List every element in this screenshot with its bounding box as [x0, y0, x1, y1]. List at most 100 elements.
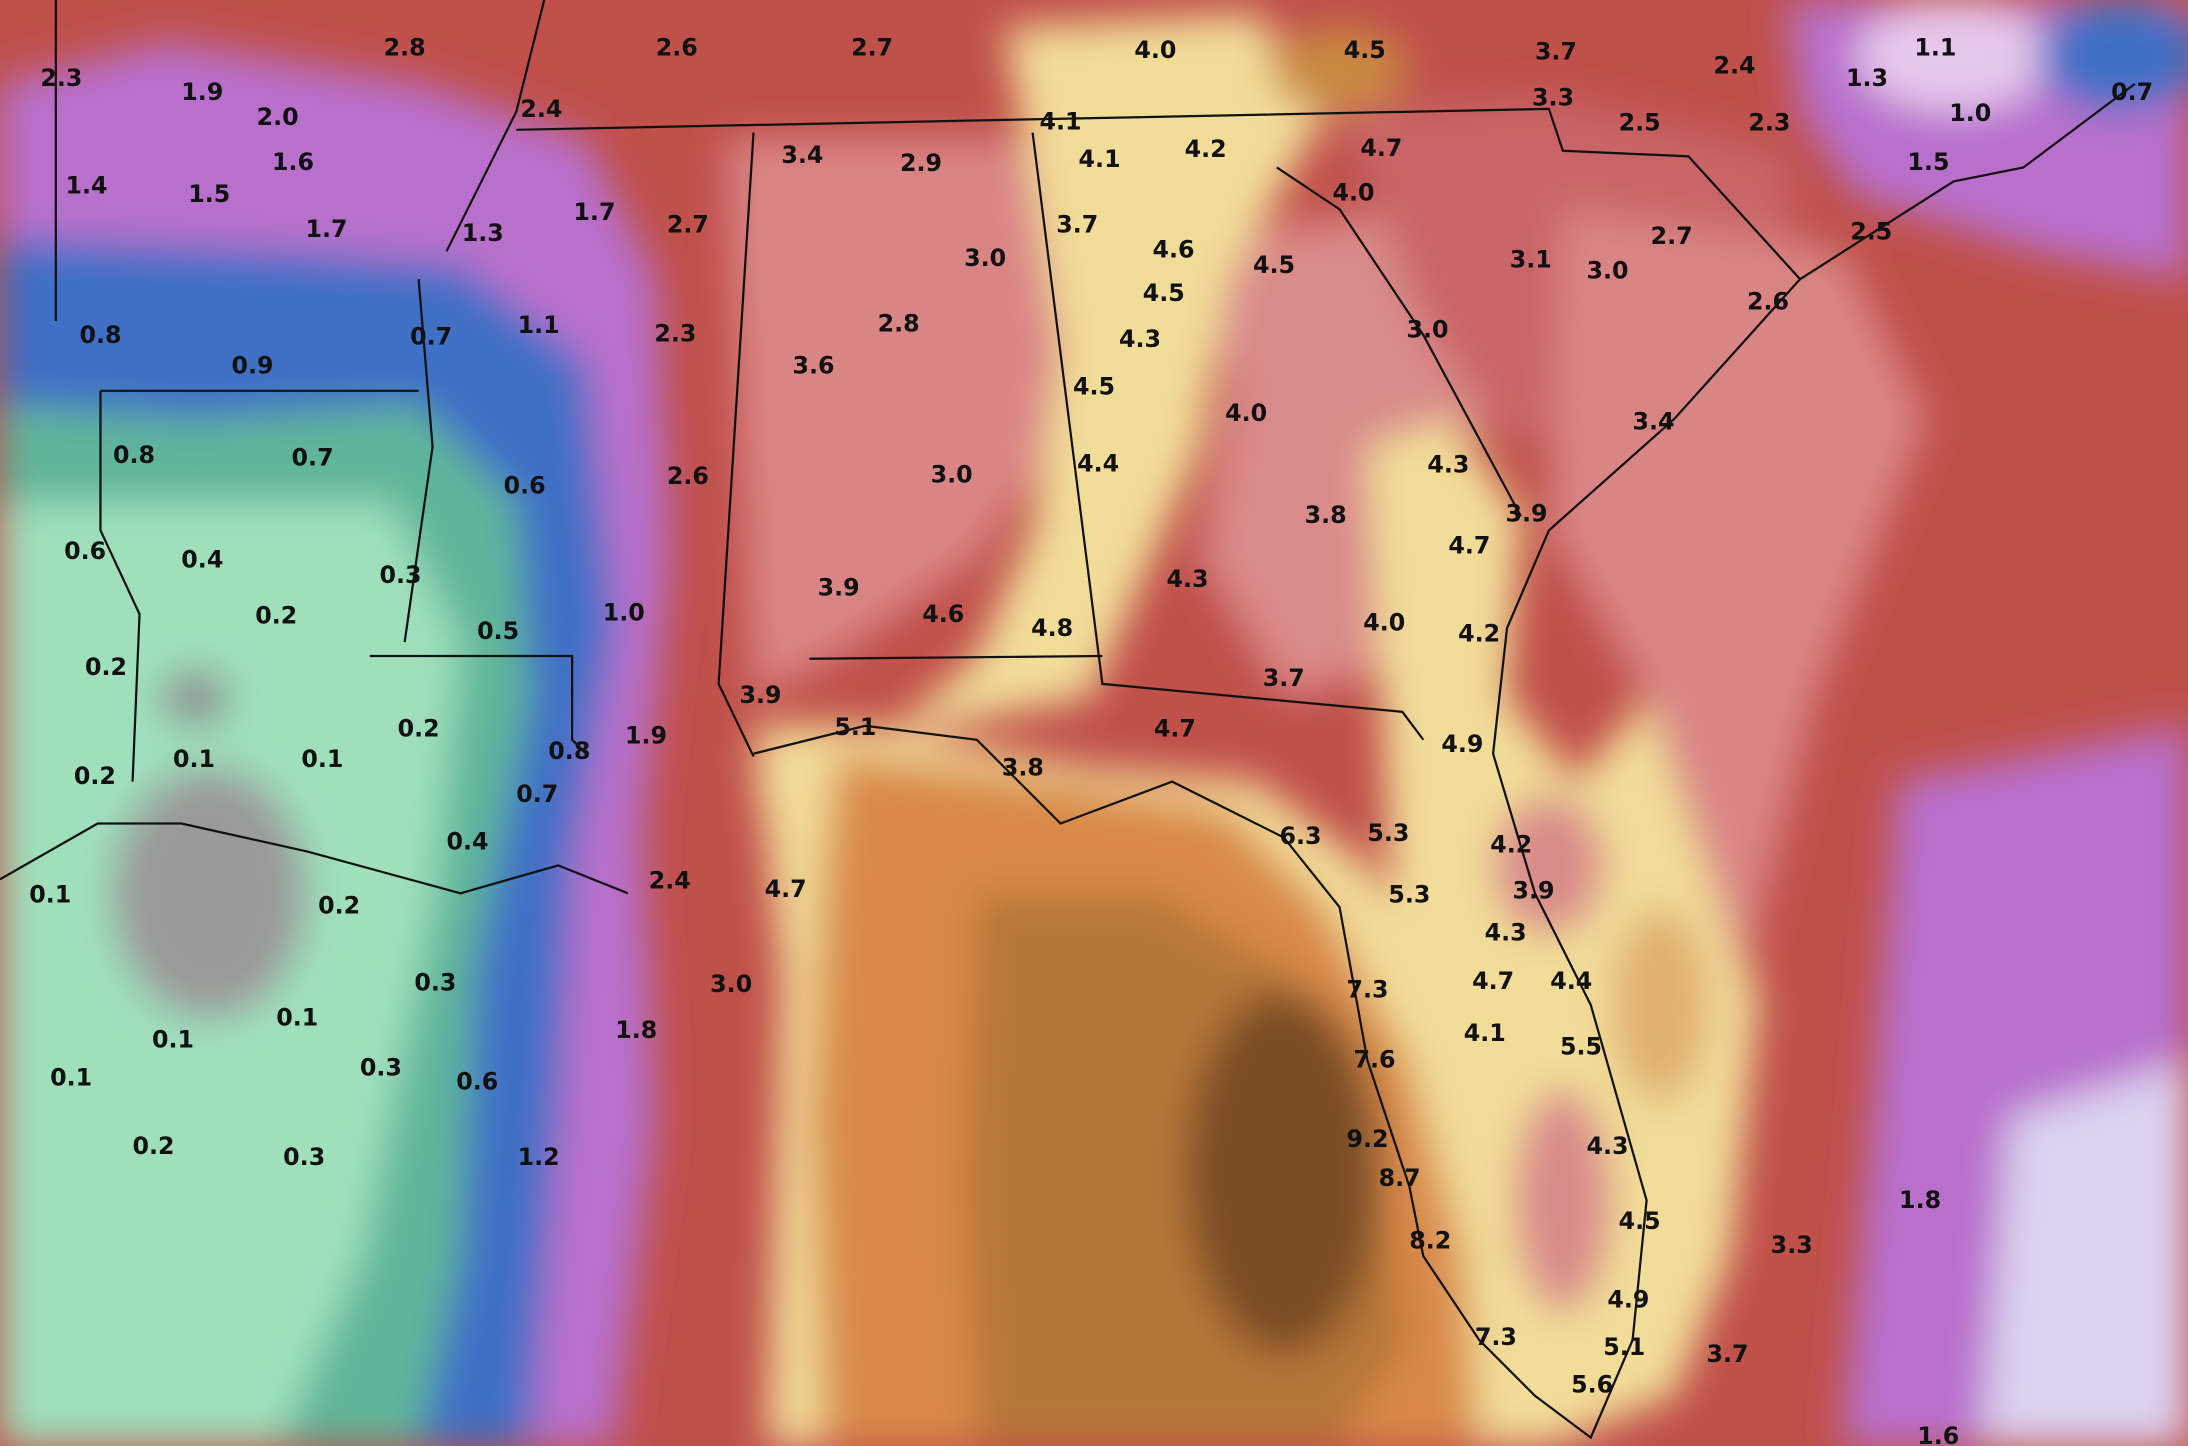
precip-label: 3.9 [739, 681, 781, 709]
precip-label: 0.9 [232, 352, 274, 380]
precip-label: 3.9 [818, 574, 860, 602]
precip-label: 1.9 [625, 721, 667, 749]
precip-label: 4.4 [1077, 449, 1119, 477]
precip-label: 5.1 [834, 713, 876, 741]
precip-label: 0.1 [50, 1063, 92, 1091]
precip-label: 4.4 [1550, 967, 1592, 995]
precip-label: 3.7 [1263, 664, 1305, 692]
precip-label: 4.1 [1079, 145, 1121, 173]
precip-label: 0.2 [398, 714, 440, 742]
precip-label: 1.1 [518, 311, 560, 339]
precip-label: 2.7 [1651, 222, 1693, 250]
precip-label: 0.1 [173, 745, 215, 773]
precip-label: 2.9 [900, 149, 942, 177]
precip-label: 4.2 [1458, 620, 1500, 648]
precip-label: 3.1 [1510, 246, 1552, 274]
precip-label: 3.0 [964, 244, 1006, 272]
precip-label: 3.0 [931, 460, 973, 488]
precip-label: 9.2 [1346, 1125, 1388, 1153]
precip-label: 2.5 [1619, 109, 1661, 137]
precip-label: 0.8 [548, 737, 590, 765]
precip-label: 8.7 [1379, 1164, 1421, 1192]
precip-label: 3.9 [1506, 500, 1548, 528]
precip-label: 1.9 [181, 78, 223, 106]
precip-label: 2.4 [520, 95, 562, 123]
precip-label: 1.5 [1907, 148, 1949, 176]
precip-label: 0.1 [29, 881, 71, 909]
precip-label: 0.7 [2111, 78, 2153, 106]
precip-label: 2.6 [1747, 287, 1789, 315]
precip-label: 3.7 [1707, 1340, 1749, 1368]
precip-label: 4.6 [1153, 236, 1195, 264]
precip-label: 1.7 [573, 198, 615, 226]
precip-label: 1.5 [188, 180, 230, 208]
precip-label: 7.3 [1346, 975, 1388, 1003]
precip-label: 4.7 [1360, 134, 1402, 162]
precip-label: 0.5 [477, 617, 519, 645]
precip-label: 5.3 [1388, 881, 1430, 909]
precip-label: 4.1 [1039, 107, 1081, 135]
precip-label: 2.0 [257, 103, 299, 131]
precip-label: 0.2 [318, 892, 360, 920]
precip-label: 4.5 [1619, 1207, 1661, 1235]
precip-label: 3.3 [1532, 84, 1574, 112]
precip-label: 4.9 [1607, 1285, 1649, 1313]
precip-label: 4.5 [1344, 36, 1386, 64]
precip-label: 0.6 [504, 472, 546, 500]
precip-label: 2.8 [878, 310, 920, 338]
precip-label: 0.8 [79, 321, 121, 349]
precip-label: 3.7 [1535, 38, 1577, 66]
precip-label: 2.8 [384, 33, 426, 61]
precip-label: 4.8 [1031, 614, 1073, 642]
precip-label: 4.0 [1225, 399, 1267, 427]
precip-label: 1.8 [1899, 1186, 1941, 1214]
precip-label: 0.2 [255, 601, 297, 629]
precip-label: 4.3 [1119, 325, 1161, 353]
precip-label: 4.6 [922, 600, 964, 628]
precip-label: 1.4 [66, 172, 108, 200]
precip-label: 3.9 [1513, 876, 1555, 904]
precip-label: 0.1 [301, 745, 343, 773]
precip-label: 0.3 [379, 561, 421, 589]
precip-label: 3.4 [781, 141, 823, 169]
precip-label: 1.6 [1917, 1422, 1959, 1446]
precip-label: 1.2 [518, 1143, 560, 1171]
precip-label: 4.7 [1448, 532, 1490, 560]
precip-label: 4.7 [1154, 714, 1196, 742]
precip-label: 4.3 [1586, 1132, 1628, 1160]
precip-label: 3.6 [793, 352, 835, 380]
precip-label: 1.3 [1846, 64, 1888, 92]
precip-label: 3.0 [710, 970, 752, 998]
precip-label: 0.7 [410, 322, 452, 350]
precip-label: 0.7 [292, 444, 334, 472]
precip-label: 0.2 [85, 653, 127, 681]
precip-label: 1.0 [603, 599, 645, 627]
precip-label: 2.6 [667, 462, 709, 490]
precip-label: 0.2 [132, 1132, 174, 1160]
precip-label: 1.8 [615, 1016, 657, 1044]
precip-label: 4.0 [1333, 179, 1375, 207]
value-labels: 2.3 2.8 2.6 2.7 4.0 4.5 3.7 2.4 1.3 1.1 0.7 1.9 2.0 2… [29, 33, 2153, 1446]
precip-label: 0.6 [64, 537, 106, 565]
precip-label: 0.1 [276, 1003, 318, 1031]
precip-label: 2.3 [1748, 109, 1790, 137]
precip-label: 4.9 [1441, 730, 1483, 758]
precip-label: 0.4 [181, 546, 223, 574]
precip-label: 2.4 [1713, 51, 1755, 79]
precip-label: 2.6 [656, 33, 698, 61]
precip-label: 4.0 [1363, 608, 1405, 636]
precip-label: 5.3 [1367, 819, 1409, 847]
precip-label: 1.1 [1914, 33, 1956, 61]
precip-label: 4.5 [1143, 279, 1185, 307]
precip-label: 4.7 [1472, 967, 1514, 995]
precip-label: 2.3 [40, 64, 82, 92]
precip-label: 7.6 [1353, 1045, 1395, 1073]
precip-label: 0.1 [152, 1026, 194, 1054]
precip-label: 3.7 [1056, 211, 1098, 239]
precip-label: 4.1 [1464, 1019, 1506, 1047]
precip-label: 5.6 [1571, 1370, 1613, 1398]
precip-label: 6.3 [1280, 822, 1322, 850]
